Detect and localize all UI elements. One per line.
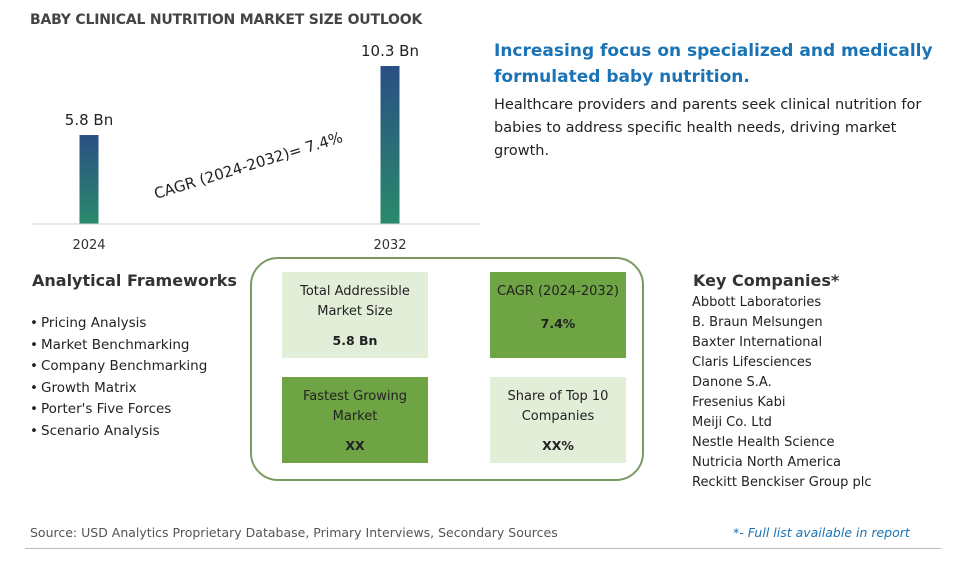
list-item: B. Braun Melsungen (692, 315, 823, 330)
cagr-value: 7.4% (540, 316, 576, 331)
list-item: Company Benchmarking (30, 356, 207, 378)
companies-title: Key Companies* (693, 271, 840, 290)
list-item: Porter's Five Forces (30, 399, 207, 421)
fastest-market-label: Fastest Growing Market (303, 389, 407, 424)
bar-2024 (79, 135, 99, 224)
fastest-market-card: Fastest Growing Market XX (282, 377, 428, 463)
cagr-annotation: CAGR (2024-2032)= 7.4% (152, 128, 345, 203)
cagr-card: CAGR (2024-2032) 7.4% (490, 272, 626, 358)
bar-2032 (380, 66, 400, 224)
x-tick-label: 2024 (72, 238, 105, 253)
headline-description: Healthcare providers and parents seek cl… (494, 97, 922, 159)
bar-value-label: 5.8 Bn (65, 111, 113, 129)
x-tick-label: 2032 (373, 238, 406, 253)
top10-share-value: XX% (542, 438, 574, 453)
list-item: Claris Lifesciences (692, 355, 812, 370)
list-item: Danone S.A. (692, 375, 772, 390)
list-item: Market Benchmarking (30, 335, 207, 357)
list-item: Fresenius Kabi (692, 395, 786, 410)
top10-share-label: Share of Top 10 Companies (507, 389, 609, 424)
frameworks-title: Analytical Frameworks (32, 271, 237, 290)
full-list-footnote: *- Full list available in report (733, 525, 910, 540)
list-item: Meiji Co. Ltd (692, 415, 772, 430)
frameworks-list: Pricing Analysis Market Benchmarking Com… (30, 313, 207, 442)
list-item: Growth Matrix (30, 378, 207, 400)
list-item: Nestle Health Science (692, 435, 835, 450)
fastest-market-value: XX (345, 438, 365, 453)
list-item: Nutricia North America (692, 455, 841, 470)
bar-value-label: 10.3 Bn (361, 42, 419, 60)
list-item: Scenario Analysis (30, 421, 207, 443)
tam-card: Total Addressible Market Size 5.8 Bn (282, 272, 428, 358)
headline: Increasing focus on specialized and medi… (494, 41, 933, 87)
source-note: Source: USD Analytics Proprietary Databa… (30, 525, 558, 540)
page-title: BABY CLINICAL NUTRITION MARKET SIZE OUTL… (30, 12, 423, 28)
summary-panel: Total Addressible Market Size 5.8 Bn CAG… (250, 257, 644, 481)
list-item: Pricing Analysis (30, 313, 207, 335)
list-item: Abbott Laboratories (692, 295, 822, 310)
footer-divider (25, 548, 941, 549)
top10-share-card: Share of Top 10 Companies XX% (490, 377, 626, 463)
list-item: Baxter International (692, 335, 823, 350)
companies-list: Abbott Laboratories B. Braun Melsungen B… (692, 293, 871, 493)
market-size-chart: 5.8 Bn 2024 10.3 Bn 2032 CAGR (2024-2032)= … (32, 42, 480, 253)
cagr-label: CAGR (2024-2032) (497, 284, 619, 299)
tam-value: 5.8 Bn (332, 333, 378, 348)
tam-label: Total Addressible Market Size (300, 284, 410, 319)
list-item: Reckitt Benckiser Group plc (692, 475, 872, 490)
